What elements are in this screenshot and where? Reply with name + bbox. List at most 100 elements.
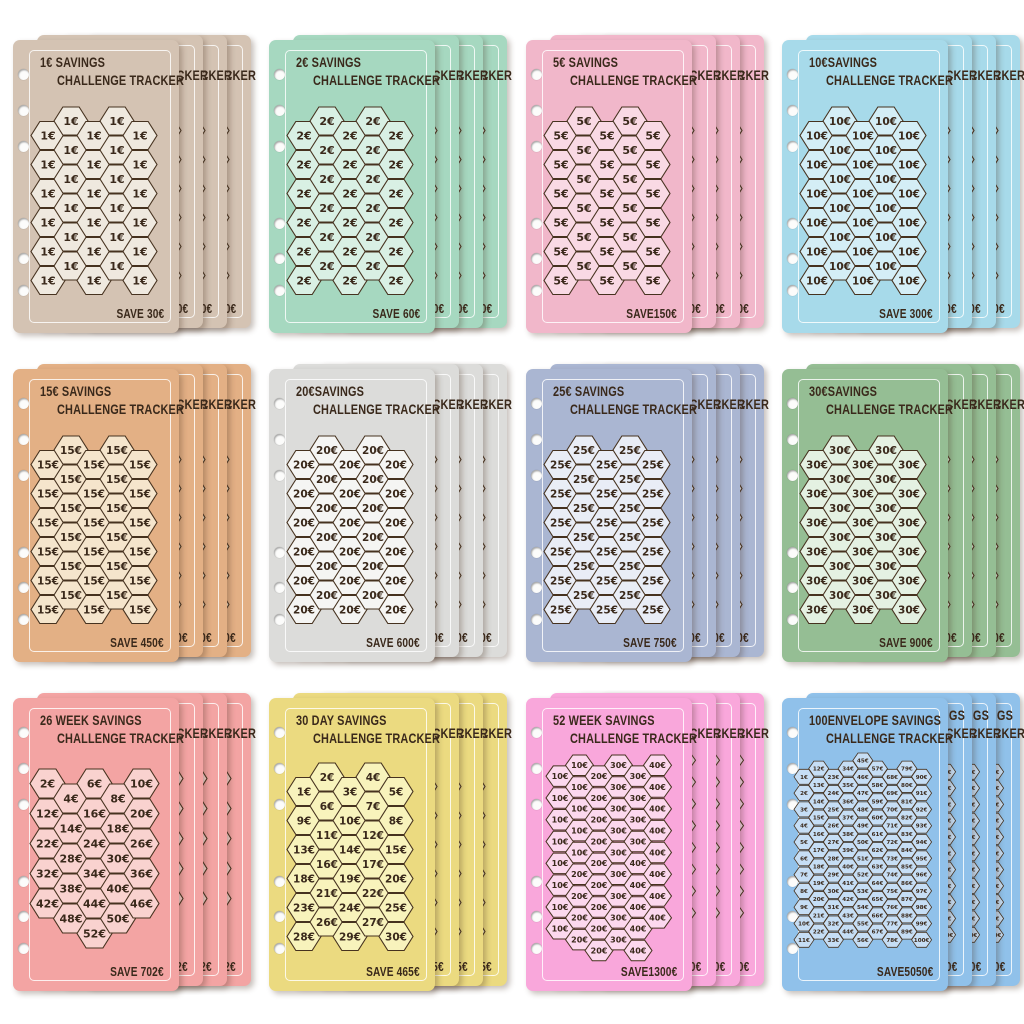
hex-cell: [378, 565, 414, 596]
hex-value: 5€: [576, 231, 591, 244]
hex-value: 10€: [552, 859, 569, 868]
hex-value: 15€: [60, 561, 82, 573]
hex-value: 18€: [813, 864, 825, 870]
hex-value: 30€: [610, 805, 627, 814]
hex-value: 3€: [800, 807, 808, 813]
hex-value: 2€: [319, 144, 334, 157]
hex-value: 24€: [828, 791, 840, 797]
hex-value: 1€: [86, 187, 101, 200]
binder-hole: [273, 798, 285, 810]
hex-grid: 1€ 2€ 3€ 4€ 5€ 6€ 7€ 8€ 9€ 10€ 11€ 12€ 13€ 14€ 15€ 16€ 1…: [793, 752, 933, 948]
hex-value: 36€: [130, 867, 153, 880]
hex-value: 37€: [842, 816, 854, 822]
hex-value: 47€: [857, 791, 869, 797]
hex-value: 13€: [813, 783, 825, 789]
hex-grid: 10€10€10€10€10€10€10€10€10€10€10€10€10€1…: [799, 106, 927, 296]
hex-grid: 2€12€22€32€42€4€14€28€38€48€6€16€24€34€4…: [29, 768, 160, 949]
hex-value: 57€: [872, 767, 884, 773]
hex-value: 26€: [828, 824, 840, 830]
hex-value: 30€: [898, 604, 920, 616]
hex-value: 30€: [610, 936, 627, 945]
hex-value: 50€: [857, 840, 869, 846]
title-line2: CHALLENGE TRACKER: [570, 730, 698, 746]
hex-value: 5€: [645, 245, 660, 258]
hex-cell: [891, 594, 927, 625]
binder-hole: [530, 798, 542, 810]
hex-value: 10€: [130, 777, 153, 790]
hex-value: 10€: [806, 159, 828, 171]
hex-cell: [122, 536, 158, 567]
title-line1: 1€ SAVINGS: [40, 54, 106, 70]
binder-hole: [17, 140, 29, 152]
hex-value: 15€: [106, 532, 128, 544]
hex-value: 2€: [320, 772, 335, 784]
hex-value: 92€: [916, 807, 928, 813]
binder-hole: [786, 217, 798, 229]
hex-value: 20€: [362, 532, 384, 544]
hex-value: 2€: [365, 202, 380, 215]
hex-value: 40€: [649, 783, 666, 792]
hex-value: 85€: [901, 864, 913, 870]
hex-value: 30€: [806, 488, 828, 500]
hex-value: 25€: [573, 503, 595, 515]
hex-value: 80€: [901, 783, 913, 789]
hex-value: 20€: [385, 873, 407, 885]
hex-value: 30€: [875, 474, 897, 486]
hex-grid: 2€ 2€ 2€ 2€ 2€ 2€ 2€ 2€ 2€ 2€ 2€ 2€ 2€ 2€ 2€ 2€ 2€ 2€ 2€ 2€…: [286, 106, 414, 296]
hex-value: 15€: [813, 816, 825, 822]
hex-value: 91€: [916, 791, 928, 797]
hex-cell: [122, 478, 158, 509]
hex-value: 22€: [362, 888, 384, 900]
hex-value: 2€: [319, 231, 334, 244]
hex-value: 10€: [552, 772, 569, 781]
binder-hole: [530, 469, 542, 481]
hex-value: 1€: [86, 216, 101, 229]
hex-value: 20€: [362, 590, 384, 602]
hex-value: 15€: [106, 590, 128, 602]
hex-value: 8€: [800, 889, 808, 895]
hex-cell: [891, 565, 927, 596]
hex-value: 14€: [339, 844, 361, 856]
page-front: 1€ SAVINGS CHALLENGE TRACKER SAVE 30€ 1€ 1€ 1…: [13, 40, 184, 333]
binder-hole: [17, 252, 29, 264]
hex-value: 20€: [385, 575, 407, 587]
hex-value: 20€: [385, 517, 407, 529]
hex-cell: [378, 478, 414, 509]
hex-value: 15€: [37, 546, 59, 558]
hex-value: 10€: [898, 188, 920, 200]
hex-value: 78€: [886, 938, 898, 944]
hex-value: 66€: [872, 913, 884, 919]
binder-hole: [786, 104, 798, 116]
hex-value: 15€: [37, 575, 59, 587]
hex-value: 63€: [872, 864, 884, 870]
hex-value: 10€: [875, 203, 897, 215]
hex-value: 81€: [901, 799, 913, 805]
hex-value: 1€: [63, 202, 78, 215]
hex-value: 2€: [342, 245, 357, 258]
hex-value: 5€: [645, 158, 660, 171]
hex-value: 5€: [622, 144, 637, 157]
hex-value: 2€: [296, 187, 311, 200]
hex-value: 2€: [388, 216, 403, 229]
hex-value: 25€: [550, 604, 572, 616]
hex-value: 20€: [591, 837, 608, 846]
hex-value: 6€: [320, 801, 335, 813]
hex-grid: 15€15€15€15€15€15€15€15€15€15€15€15€15€1…: [30, 435, 158, 625]
hex-value: 20€: [339, 575, 361, 587]
hex-value: 8€: [110, 792, 125, 805]
binder-hole: [17, 942, 29, 954]
binder-hole: [786, 140, 798, 152]
hex-value: 17€: [362, 859, 384, 871]
hex-value: 20€: [362, 503, 384, 515]
hex-value: 30€: [898, 488, 920, 500]
hex-value: 40€: [630, 925, 647, 934]
hex-value: 30€: [107, 852, 130, 865]
tracker-card-100-envelope: 100ENVELOPE SAVINGS CHALLENGE TRACKER SAVE…: [782, 693, 1024, 991]
hex-value: 25€: [642, 575, 664, 587]
hex-value: 93€: [916, 824, 928, 830]
hex-cell: [378, 265, 414, 296]
hex-value: 5€: [576, 260, 591, 273]
hex-value: 48€: [857, 807, 869, 813]
hex-grid: 10€10€10€10€10€10€10€10€10€10€10€10€10€2…: [545, 754, 673, 962]
hex-value: 30€: [875, 445, 897, 457]
